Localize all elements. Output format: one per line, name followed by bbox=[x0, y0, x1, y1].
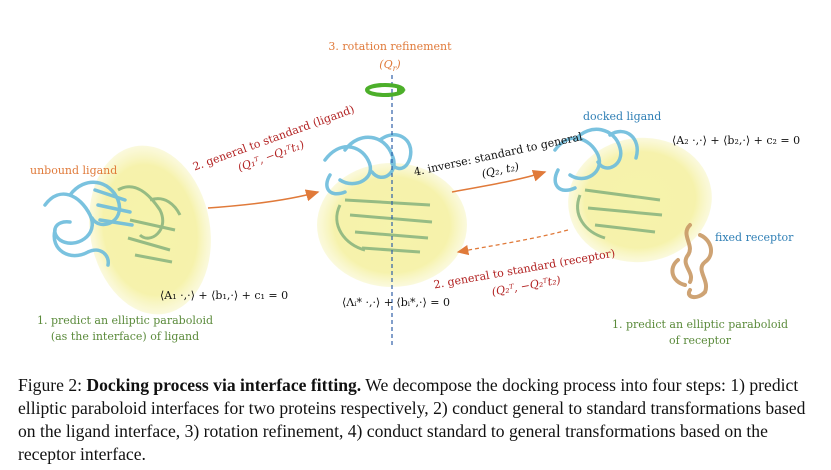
unbound-ligand-protein bbox=[43, 180, 134, 267]
arrow-ligand-to-standard bbox=[207, 189, 320, 209]
caption-bold-title: Docking process via interface fitting. bbox=[86, 375, 362, 395]
equation-docked: ⟨A₂ ·,·⟩ + ⟨b₂,·⟩ + c₂ = 0 bbox=[672, 134, 800, 147]
label-unbound-ligand: unbound ligand bbox=[30, 164, 117, 177]
step3-title: 3. rotation refinement bbox=[328, 40, 452, 53]
middle-paraboloid-group bbox=[317, 75, 467, 345]
right-paraboloid-group bbox=[553, 127, 713, 299]
step3-matrix: (Qr) bbox=[379, 58, 400, 73]
fixed-receptor-protein bbox=[670, 223, 713, 299]
equation-ligand: ⟨A₁ ·,·⟩ + ⟨b₁,·⟩ + c₁ = 0 bbox=[160, 289, 288, 302]
left-paraboloid-group bbox=[43, 145, 211, 315]
middle-green-domain bbox=[335, 198, 433, 254]
step1-ligand-line2: (as the interface) of ligand bbox=[51, 330, 199, 343]
rotation-ring-icon bbox=[365, 83, 406, 97]
equation-standard: ⟨Λᵢ* ·,·⟩ + ⟨bᵢ*,·⟩ = 0 bbox=[342, 296, 450, 309]
label-fixed-receptor: fixed receptor bbox=[715, 231, 794, 244]
step1-receptor-line2: of receptor bbox=[669, 334, 732, 347]
caption-label: Figure 2: bbox=[18, 375, 87, 395]
step2-ligand-label: 2. general to standard (ligand) (Q₁ᵀ, −Q… bbox=[191, 103, 356, 174]
ligand-green-domain bbox=[117, 185, 182, 264]
receptor-paraboloid bbox=[568, 137, 712, 263]
caption-body: We decompose the docking process into fo… bbox=[18, 375, 806, 464]
label-docked-ligand: docked ligand bbox=[583, 110, 661, 123]
arrow-receptor-to-standard bbox=[456, 229, 569, 256]
docked-green-domain bbox=[576, 188, 663, 240]
arrow-standard-to-general bbox=[451, 169, 547, 193]
figure-caption: Figure 2: Docking process via interface … bbox=[18, 374, 818, 466]
step1-receptor-line1: 1. predict an elliptic paraboloid bbox=[612, 318, 788, 331]
step2-receptor-label: 2. general to standard (receptor) (Q₂ᵀ, … bbox=[433, 247, 616, 299]
docked-ligand-protein bbox=[553, 127, 639, 192]
step2-ligand-title: 2. general to standard (ligand) bbox=[191, 103, 356, 174]
step1-ligand-line1: 1. predict an elliptic paraboloid bbox=[37, 314, 213, 327]
